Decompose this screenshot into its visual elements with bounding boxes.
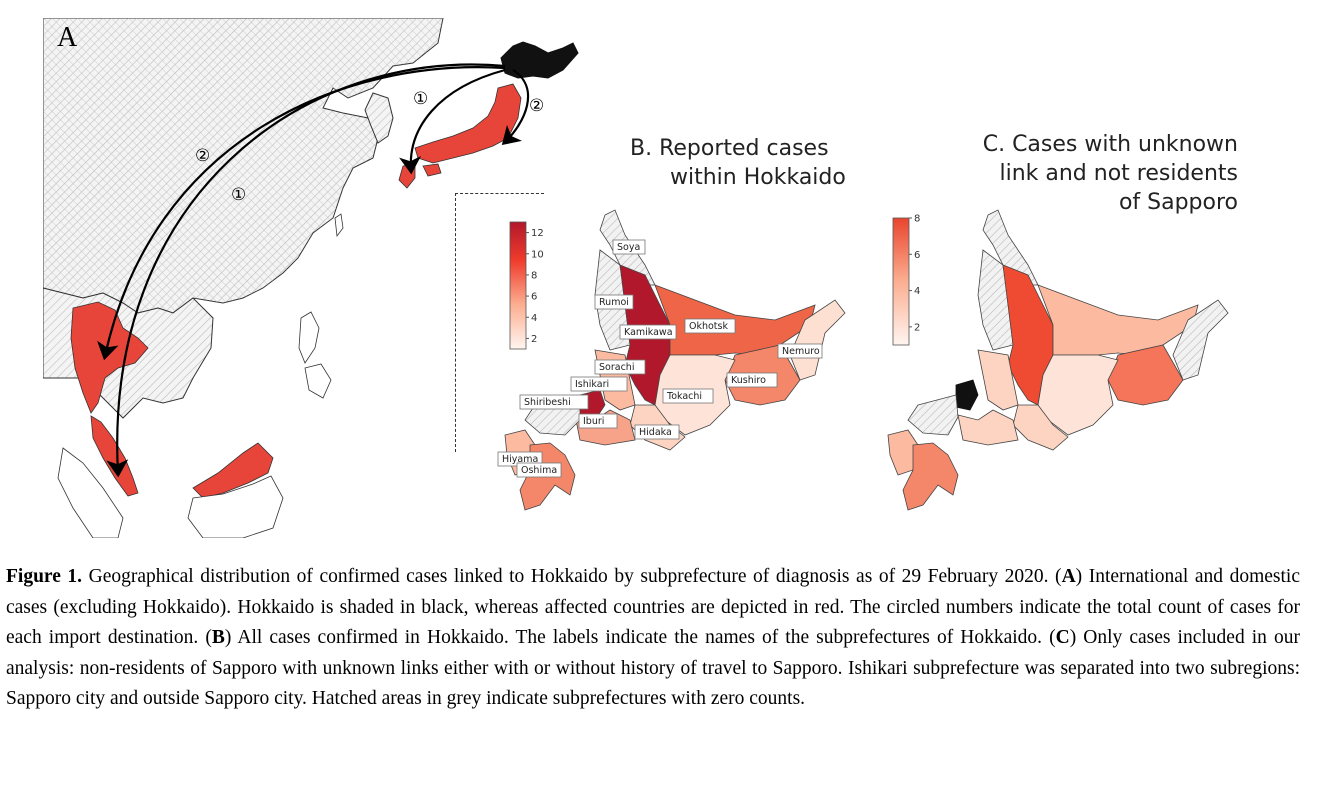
- caption-c: C: [1055, 627, 1070, 648]
- panel-a-map: ① ② ① ② A: [43, 18, 601, 538]
- region-label-text: Tokachi: [666, 391, 702, 402]
- panel-b-hokkaido-map: Soya Rumoi Kamikawa Okhotsk Nemuro Sorachi Ish…: [497, 209, 846, 511]
- region-label-text: Kushiro: [731, 375, 766, 386]
- colorbar-tick-label: 12: [531, 228, 544, 239]
- region-label-oshima: Oshima: [516, 462, 562, 478]
- region-label-text: Oshima: [521, 465, 557, 476]
- region-label-ishikari: Ishikari: [570, 376, 628, 392]
- region-label-text: Hidaka: [639, 427, 672, 438]
- region-label-text: Soya: [617, 242, 640, 253]
- arrow-to-honshu-2: [501, 69, 530, 146]
- region-label-tokachi: Tokachi: [662, 388, 714, 404]
- panel-separator: [455, 193, 544, 452]
- colorbar-tick-label: 8: [531, 270, 537, 281]
- caption-b: B: [211, 627, 225, 648]
- panel-c-title-line3: of Sapporo: [1118, 190, 1238, 215]
- region-label-text: Rumoi: [599, 297, 629, 308]
- circled-number-malaysia: ①: [231, 185, 246, 205]
- panel-c-title-line1: C. Cases with unknown: [982, 132, 1238, 157]
- panel-c-hokkaido-map: [887, 209, 1229, 511]
- figure: ① ② ① ② A B. Reported cases within Hokka…: [43, 18, 1238, 538]
- region-label-text: Sorachi: [599, 362, 634, 373]
- circled-number-honshu: ②: [529, 96, 544, 116]
- colorbar-tick-label: 2: [914, 322, 920, 333]
- circled-number-thailand: ②: [195, 146, 210, 166]
- region-label-text: Okhotsk: [689, 321, 728, 332]
- region-label-text: Kamikawa: [624, 327, 673, 338]
- colorbar-tick-label: 4: [531, 313, 537, 324]
- panel-c-colorbar: 8 6 4 2: [892, 214, 920, 346]
- panel-b-title-line2: within Hokkaido: [670, 165, 846, 190]
- asia-map: ① ② ① ②: [43, 18, 579, 538]
- circled-number-kyushu: ①: [413, 89, 428, 109]
- region-label-sorachi: Sorachi: [594, 359, 646, 375]
- hokkaido-black: [500, 41, 579, 79]
- panel-b-colorbar: 12 10 8 6 4 2: [509, 221, 544, 350]
- region-label-text: Iburi: [583, 416, 604, 427]
- sapporo-black: [955, 379, 979, 411]
- panel-b-title-line1: B. Reported cases: [630, 136, 829, 161]
- region-label-hidaka: Hidaka: [634, 424, 680, 440]
- colorbar-tick-label: 6: [531, 292, 537, 303]
- panel-b-title: B. Reported cases within Hokkaido: [630, 134, 846, 192]
- colorbar-tick-label: 2: [531, 334, 537, 345]
- japan-honshu: [414, 83, 522, 164]
- caption-seg1: Geographical distribution of confirmed c…: [82, 566, 1062, 587]
- caption-figure-label: Figure 1.: [6, 566, 83, 587]
- panel-a-letter: A: [57, 22, 78, 53]
- caption-a: A: [1061, 566, 1076, 587]
- caption-seg4: ) Only cases included in our analysis: n…: [6, 627, 1300, 709]
- region-label-text: Ishikari: [575, 379, 609, 390]
- colorbar-tick-label: 10: [531, 249, 544, 260]
- region-label-kamikawa: Kamikawa: [619, 324, 677, 340]
- region-label-soya: Soya: [612, 239, 646, 255]
- colorbar-tick-label: 4: [914, 286, 920, 297]
- panel-c-title: C. Cases with unknown link and not resid…: [983, 130, 1238, 217]
- region-label-iburi: Iburi: [578, 413, 618, 429]
- region-label-shiribeshi: Shiribeshi: [519, 394, 589, 410]
- korea: [364, 92, 394, 144]
- region-label-text: Nemuro: [782, 346, 820, 357]
- region-label-kushiro: Kushiro: [726, 372, 778, 388]
- arrow-to-malaysia-2: [106, 63, 506, 478]
- caption-seg3: ) All cases confirmed in Hokkaido. The l…: [224, 627, 1056, 648]
- arrow-to-thailand-1: [97, 66, 506, 361]
- colorbar-tick-label: 8: [914, 214, 920, 225]
- caption-seg2: ) International and domestic cases (excl…: [6, 566, 1300, 648]
- region-label-nemuro: Nemuro: [777, 343, 823, 359]
- arrow-to-kyushu-1: [399, 68, 506, 175]
- panel-c-title-line2: link and not residents: [999, 161, 1238, 186]
- figure-caption: Figure 1. Geographical distribution of c…: [6, 562, 1300, 715]
- region-label-okhotsk: Okhotsk: [684, 318, 736, 334]
- colorbar-tick-label: 6: [914, 250, 920, 261]
- region-label-rumoi: Rumoi: [594, 294, 634, 310]
- region-label-text: Hiyama: [502, 454, 538, 465]
- region-label-text: Shiribeshi: [524, 397, 571, 408]
